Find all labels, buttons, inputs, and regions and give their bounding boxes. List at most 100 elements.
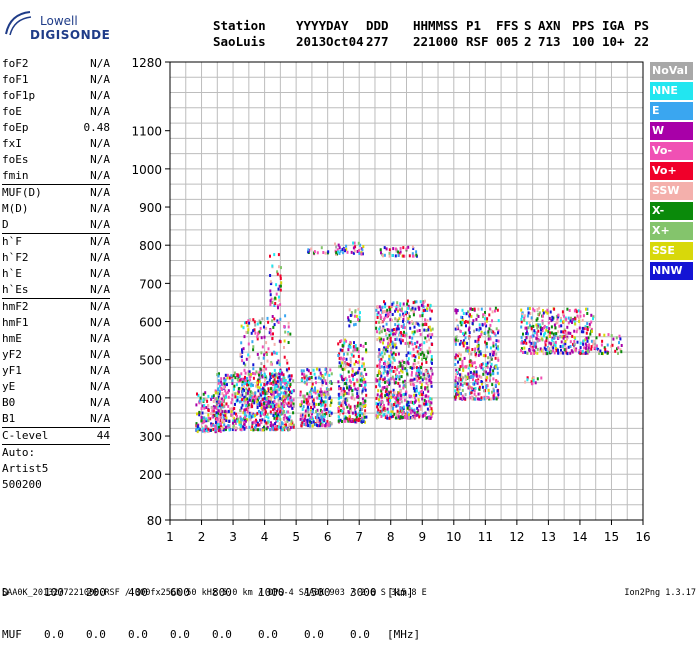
echo-point — [306, 418, 309, 422]
echo-point — [419, 314, 422, 318]
echo-point — [234, 421, 237, 425]
echo-point — [530, 327, 533, 331]
echo-point — [536, 339, 539, 343]
echo-point — [530, 351, 532, 355]
echo-point — [543, 326, 545, 330]
echo-point — [465, 324, 467, 328]
echo-point — [362, 375, 364, 378]
echo-point — [268, 397, 271, 401]
echo-point — [491, 350, 494, 354]
echo-point — [494, 383, 497, 387]
echo-point — [337, 243, 340, 247]
echo-point — [421, 312, 424, 316]
echo-point — [360, 384, 363, 387]
echo-point — [542, 309, 544, 312]
echo-point — [395, 337, 398, 341]
echo-point — [259, 321, 262, 325]
header-value: 713 — [538, 34, 561, 49]
echo-point — [307, 250, 310, 254]
echo-point — [207, 416, 210, 420]
echo-point — [588, 325, 591, 329]
echo-point — [577, 309, 580, 313]
echo-point — [263, 406, 266, 410]
echo-point — [585, 331, 588, 335]
echo-point — [419, 300, 422, 304]
echo-point — [264, 392, 267, 396]
echo-point — [581, 349, 584, 353]
echo-point — [552, 349, 555, 353]
echo-point — [243, 399, 246, 403]
echo-point — [263, 419, 266, 423]
echo-point — [545, 336, 548, 340]
echo-point — [401, 307, 403, 311]
echo-point — [403, 330, 405, 334]
echo-point — [260, 401, 263, 405]
echo-point — [478, 335, 481, 339]
echo-point — [402, 323, 405, 327]
param-row: foEs N/A — [2, 152, 110, 168]
echo-point — [454, 342, 457, 346]
echo-point — [350, 353, 353, 357]
param-value: N/A — [90, 218, 110, 231]
echo-point — [388, 333, 391, 337]
echo-point — [226, 391, 229, 394]
echo-point — [534, 381, 537, 385]
echo-point — [468, 352, 471, 356]
header-value: 100 — [572, 34, 595, 49]
echo-point — [486, 372, 489, 376]
echo-point — [387, 400, 390, 404]
echo-point — [551, 338, 554, 342]
echo-point — [474, 347, 477, 351]
echo-point — [217, 409, 220, 413]
echo-point — [260, 393, 263, 397]
echo-point — [419, 380, 422, 384]
divider — [2, 427, 110, 428]
echo-point — [379, 308, 382, 312]
echo-point — [321, 381, 324, 385]
echo-point — [544, 340, 547, 344]
echo-point — [340, 404, 343, 408]
echo-point — [427, 389, 430, 393]
echo-point — [269, 387, 272, 391]
echo-point — [312, 420, 315, 424]
echo-point — [470, 389, 473, 393]
echo-point — [426, 387, 429, 391]
echo-point — [314, 423, 317, 426]
echo-point — [357, 241, 360, 245]
echo-point — [223, 381, 226, 385]
echo-point — [355, 371, 358, 375]
echo-point — [392, 356, 395, 360]
echo-point — [262, 387, 265, 391]
echo-point — [246, 397, 248, 401]
echo-point — [390, 414, 393, 418]
muf-row: MUF 0.0 0.0 0.0 0.0 0.0 0.0 0.0 0.0 [MHz] — [2, 628, 420, 642]
echo-point — [285, 416, 288, 420]
echo-point — [537, 329, 540, 333]
echo-point — [389, 360, 392, 364]
echo-point — [405, 403, 408, 407]
echo-point — [203, 404, 206, 407]
echo-point — [329, 380, 332, 384]
echo-point — [473, 370, 476, 374]
echo-point — [426, 402, 429, 406]
echo-point — [431, 411, 434, 415]
echo-point — [459, 329, 462, 333]
echo-point — [310, 376, 313, 379]
echo-point — [363, 403, 366, 407]
echo-point — [220, 407, 223, 411]
echo-point — [523, 319, 526, 322]
echo-point — [211, 415, 214, 419]
row-value: 1000 — [258, 586, 285, 599]
echo-point — [468, 331, 471, 335]
echo-point — [489, 346, 492, 350]
echo-point — [248, 425, 251, 429]
echo-point — [359, 343, 362, 347]
param-name: B1 — [2, 412, 16, 425]
echo-point — [270, 361, 273, 365]
echo-point — [275, 351, 278, 355]
echo-point — [417, 368, 420, 372]
echo-point — [389, 310, 392, 314]
param-name: foEp — [2, 121, 29, 134]
echo-point — [346, 386, 348, 390]
param-row: foF1p N/A — [2, 88, 110, 104]
